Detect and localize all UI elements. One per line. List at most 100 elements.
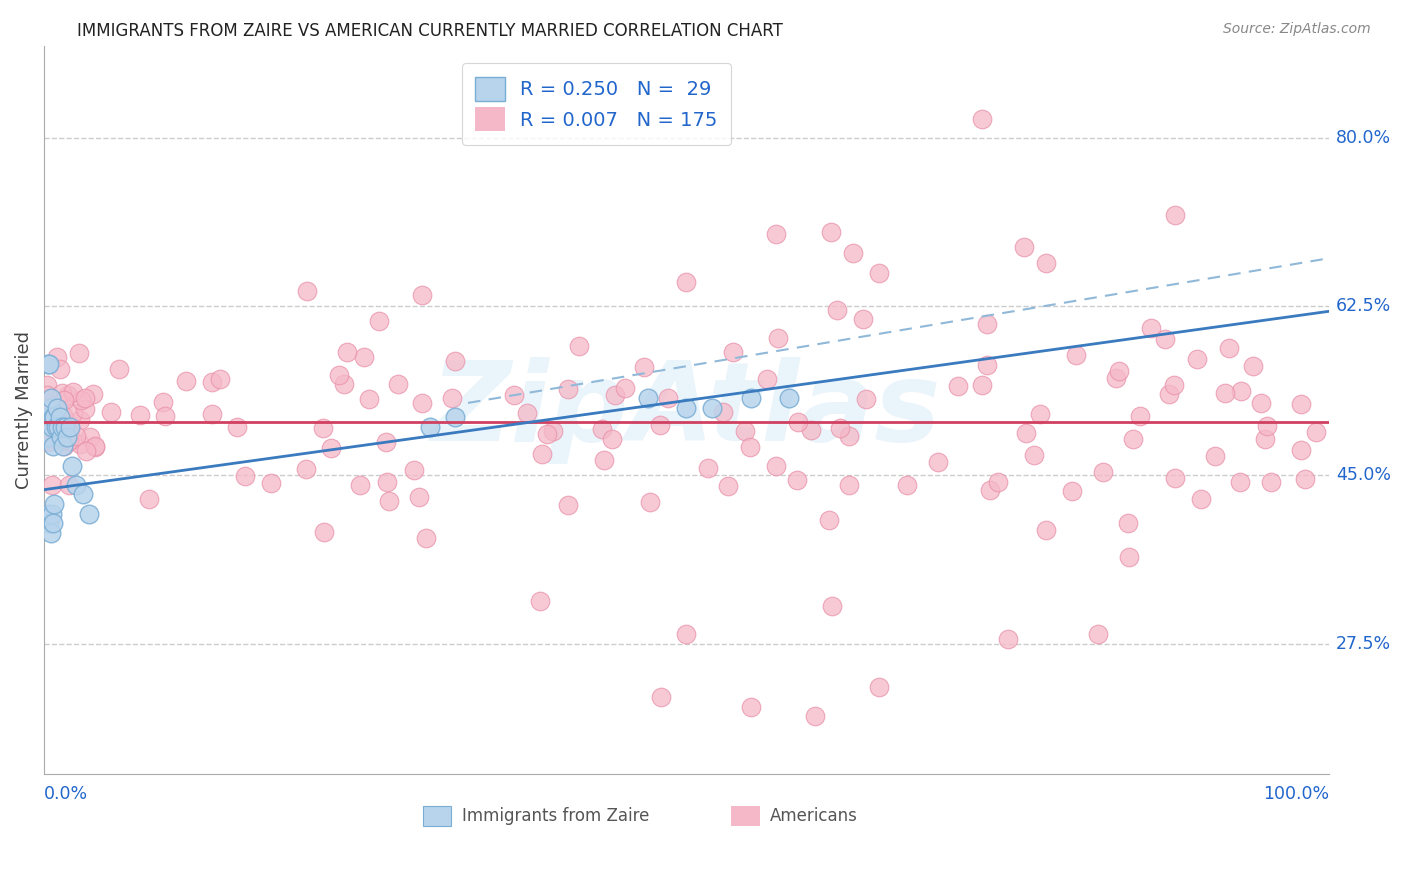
Point <box>38 410 60 425</box>
Point <box>804 709 827 723</box>
Text: 27.5%: 27.5% <box>1336 635 1391 653</box>
Point <box>444 410 467 425</box>
Point <box>53 412 76 426</box>
Text: IMMIGRANTS FROM ZAIRE VS AMERICAN CURRENTLY MARRIED CORRELATION CHART: IMMIGRANTS FROM ZAIRE VS AMERICAN CURREN… <box>77 22 783 40</box>
Point <box>648 418 671 433</box>
Point <box>38 516 60 531</box>
Point <box>1062 484 1084 499</box>
Point <box>41 478 63 492</box>
Point <box>41 507 63 521</box>
Point <box>1260 475 1282 490</box>
Point <box>697 461 720 475</box>
Point <box>233 469 256 483</box>
Point <box>58 434 80 448</box>
Point <box>702 401 724 415</box>
Text: Source: ZipAtlas.com: Source: ZipAtlas.com <box>1223 22 1371 37</box>
Point <box>444 354 467 368</box>
Point <box>37 414 59 428</box>
Point <box>1116 516 1139 531</box>
Point <box>328 368 350 383</box>
Point <box>35 401 58 416</box>
Point <box>41 401 63 416</box>
Point <box>69 437 91 451</box>
Point <box>39 391 62 405</box>
Point <box>375 434 398 449</box>
Point <box>633 359 655 374</box>
Point <box>976 358 998 372</box>
Point <box>825 302 848 317</box>
Point <box>35 388 58 402</box>
Point <box>418 420 440 434</box>
Point <box>1105 371 1128 385</box>
Point <box>1092 465 1115 479</box>
Point <box>357 392 380 406</box>
Point <box>927 455 949 469</box>
Point <box>62 385 84 400</box>
Point <box>637 391 659 405</box>
Point <box>711 405 734 419</box>
Point <box>1254 432 1277 446</box>
Point <box>37 404 59 418</box>
Point <box>821 599 844 613</box>
Point <box>41 434 63 449</box>
Point <box>408 490 430 504</box>
Point <box>37 435 59 450</box>
Point <box>675 276 697 290</box>
Point <box>333 377 356 392</box>
Point <box>52 421 75 435</box>
Point <box>83 440 105 454</box>
Point <box>755 372 778 386</box>
Point <box>557 499 579 513</box>
Text: ZipAtlas: ZipAtlas <box>432 357 942 464</box>
Point <box>48 434 70 449</box>
Point <box>82 386 104 401</box>
Point <box>717 479 740 493</box>
Point <box>49 429 72 443</box>
Point <box>1129 409 1152 423</box>
Point <box>35 418 58 433</box>
Point <box>46 420 69 434</box>
Point <box>336 345 359 359</box>
Point <box>44 497 66 511</box>
Point <box>65 429 87 443</box>
Point <box>77 507 100 521</box>
Point <box>740 391 762 405</box>
Point <box>42 410 65 425</box>
Point <box>536 426 558 441</box>
Point <box>35 378 58 392</box>
Point <box>979 483 1001 498</box>
Point <box>260 475 283 490</box>
Text: 45.0%: 45.0% <box>1336 467 1391 484</box>
Point <box>997 632 1019 646</box>
Point <box>592 422 614 436</box>
Point <box>375 475 398 489</box>
Point <box>72 487 94 501</box>
Point <box>75 401 97 416</box>
Point <box>675 401 697 415</box>
Point <box>39 401 62 415</box>
Point <box>56 388 79 402</box>
Point <box>766 331 789 345</box>
Point <box>1159 387 1181 401</box>
Point <box>138 492 160 507</box>
Point <box>828 421 851 435</box>
Point <box>530 447 553 461</box>
Point <box>1289 397 1312 411</box>
Point <box>73 391 96 405</box>
Point <box>1024 448 1046 462</box>
Point <box>75 444 97 458</box>
Point <box>800 424 823 438</box>
Point <box>976 317 998 331</box>
Point <box>51 386 73 401</box>
Point <box>1185 351 1208 366</box>
Point <box>657 391 679 405</box>
Point <box>972 378 994 392</box>
Point <box>53 420 76 434</box>
Point <box>502 388 524 402</box>
Point <box>838 429 860 443</box>
Text: Immigrants from Zaire: Immigrants from Zaire <box>461 807 650 825</box>
Point <box>41 399 63 413</box>
Point <box>1164 471 1187 485</box>
Point <box>1189 492 1212 507</box>
Point <box>1153 332 1175 346</box>
